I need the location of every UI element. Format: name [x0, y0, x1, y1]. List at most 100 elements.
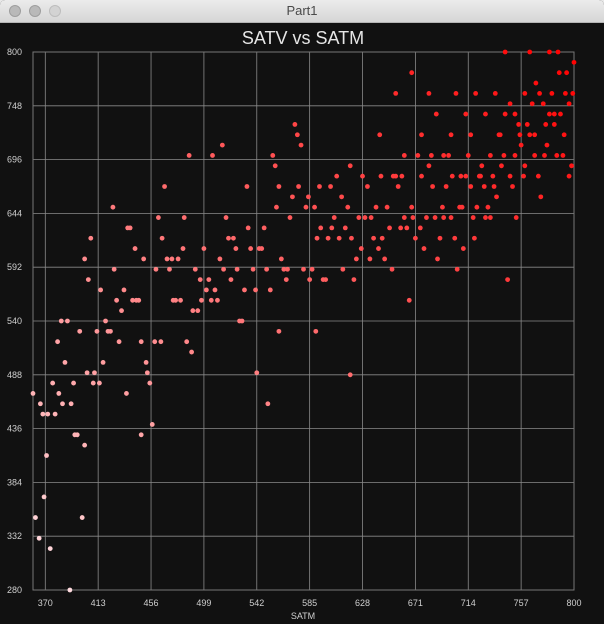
data-point [507, 173, 513, 179]
data-point [522, 163, 528, 169]
data-point [340, 266, 346, 272]
data-point [437, 235, 443, 241]
data-point [353, 256, 359, 262]
data-point [219, 142, 225, 148]
data-point [360, 173, 365, 179]
y-tick-label: 280 [7, 585, 22, 595]
zoom-window-button[interactable] [49, 5, 61, 17]
data-point [487, 215, 493, 220]
data-point [138, 339, 144, 345]
data-point [558, 111, 563, 117]
data-point [143, 359, 149, 365]
data-point [502, 49, 508, 55]
data-point [459, 204, 465, 210]
minimize-window-button[interactable] [29, 5, 41, 17]
data-point [481, 184, 487, 189]
data-point [453, 90, 459, 96]
data-point [274, 204, 279, 210]
data-point [499, 163, 504, 169]
data-point [542, 153, 547, 158]
data-point [208, 297, 214, 303]
y-tick-label: 800 [7, 47, 22, 57]
data-point [367, 256, 373, 262]
data-point [487, 153, 493, 158]
data-point [395, 184, 401, 189]
data-point [365, 184, 370, 189]
data-point [149, 422, 155, 427]
data-point [313, 328, 319, 334]
data-point [228, 277, 234, 283]
data-point [446, 153, 451, 158]
data-point [538, 194, 544, 200]
data-point [144, 370, 150, 376]
data-point [281, 266, 287, 272]
data-point [510, 184, 515, 189]
data-point [478, 173, 483, 179]
data-point [521, 173, 526, 179]
data-point [452, 235, 458, 241]
data-point [570, 90, 576, 96]
data-point [141, 256, 147, 262]
data-point [189, 349, 195, 355]
x-tick-label: 542 [249, 598, 264, 608]
data-point [345, 204, 351, 210]
data-point [314, 235, 320, 241]
x-axis-label: SATM [291, 611, 315, 621]
data-point [287, 215, 293, 220]
data-point [502, 111, 508, 117]
data-point [547, 49, 552, 55]
data-point [463, 173, 469, 179]
data-point [127, 225, 133, 231]
data-point [217, 256, 223, 262]
data-point [562, 90, 568, 96]
data-point [430, 184, 436, 189]
data-point [426, 163, 432, 169]
data-point [527, 132, 533, 138]
y-axis-ticks: 800 748 696 644 592 540 488 436 384 332 280 [7, 47, 22, 595]
data-point [342, 225, 348, 231]
data-point [347, 372, 353, 378]
data-point [285, 266, 290, 272]
data-point [569, 163, 574, 169]
data-point [167, 266, 172, 272]
data-point [153, 266, 159, 272]
data-point [379, 235, 385, 241]
data-point [55, 339, 60, 345]
data-point [96, 380, 102, 386]
y-tick-label: 592 [7, 262, 22, 272]
close-window-button[interactable] [9, 5, 21, 17]
plot-frame [32, 51, 575, 591]
data-point [301, 266, 306, 272]
data-point [47, 546, 53, 552]
data-point [465, 153, 471, 158]
data-point [173, 297, 179, 303]
y-tick-label: 488 [7, 370, 22, 380]
data-point [278, 256, 284, 262]
data-point [239, 318, 245, 324]
data-point [254, 370, 260, 376]
x-tick-label: 714 [461, 598, 476, 608]
data-point [52, 411, 58, 417]
data-point [138, 432, 144, 438]
data-point [512, 111, 518, 117]
title-bar[interactable]: Part1 [0, 0, 604, 23]
data-point [474, 204, 480, 210]
data-point [178, 297, 183, 303]
data-point [158, 339, 164, 345]
data-point [77, 328, 83, 334]
data-point [298, 142, 304, 148]
data-point [312, 204, 317, 210]
data-point [485, 204, 491, 210]
data-point [203, 287, 209, 293]
y-tick-label: 644 [7, 208, 22, 218]
data-point [435, 256, 440, 262]
x-tick-label: 757 [514, 598, 529, 608]
data-point [468, 184, 474, 189]
data-point [448, 132, 454, 138]
data-point [56, 391, 62, 396]
data-point [108, 328, 113, 334]
data-point [404, 225, 410, 231]
data-point [571, 59, 577, 65]
data-point [90, 380, 96, 386]
data-point [378, 173, 384, 179]
